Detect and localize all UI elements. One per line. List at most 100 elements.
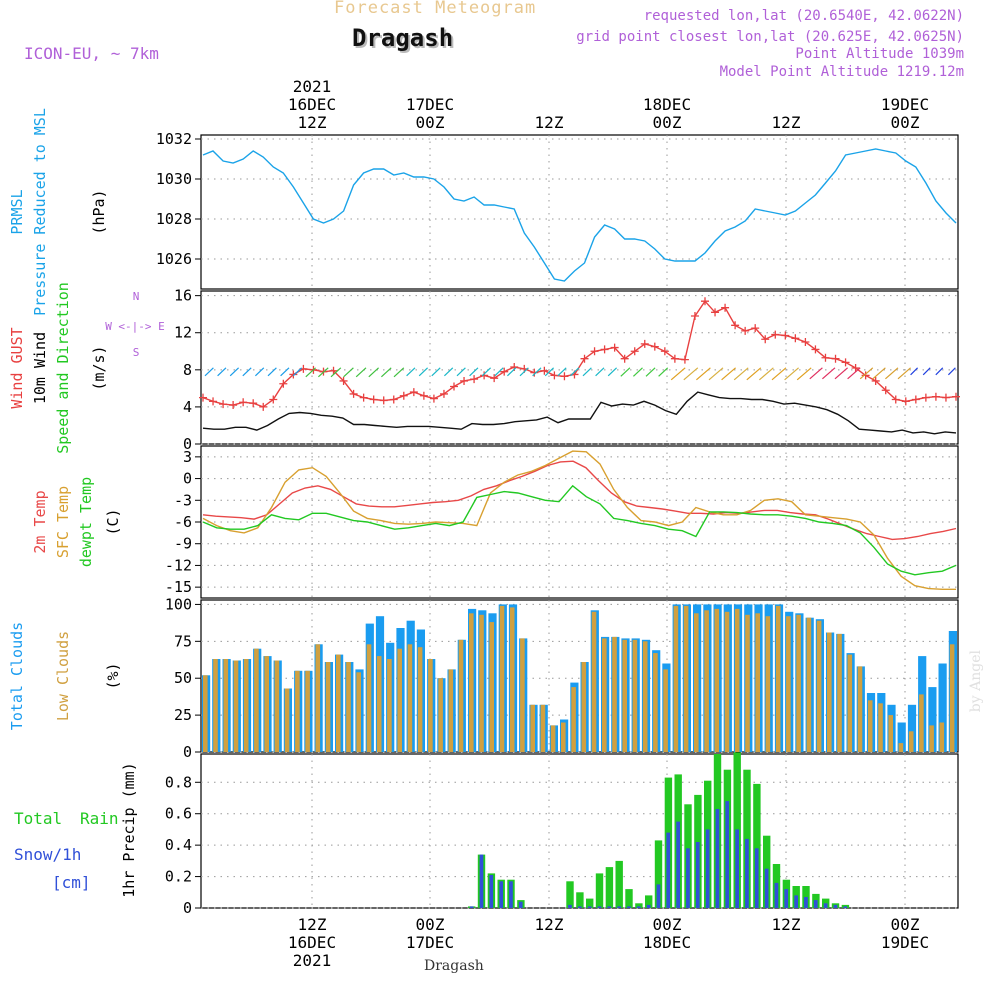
- y-tick-label: 100: [165, 595, 192, 613]
- gust-marker: [871, 376, 880, 385]
- gust-marker: [690, 312, 699, 321]
- gust-marker: [841, 358, 850, 367]
- wind-direction-arrow: [532, 367, 542, 377]
- low-cloud-bar: [346, 662, 351, 752]
- low-cloud-bar: [857, 666, 863, 752]
- low-cloud-bar: [714, 608, 720, 752]
- total-cloud-bar: [938, 663, 947, 752]
- top-axis-date-label: 19DEC: [881, 95, 929, 114]
- total-clouds-label: Total Clouds: [8, 622, 26, 730]
- total-cloud-bar: [928, 687, 937, 752]
- y-tick-label: 0.6: [165, 805, 192, 823]
- compass-west-east-label: W <-|-> E: [105, 320, 165, 333]
- low-cloud-bar: [602, 638, 607, 752]
- model-altitude: Model Point Altitude 1219.12m: [719, 64, 964, 80]
- y-tick-label: -9: [174, 535, 192, 553]
- snow-bar: [597, 906, 602, 908]
- low-cloud-bar: [438, 678, 443, 752]
- low-cloud-bar: [612, 636, 617, 752]
- low-cloud-bar: [642, 641, 648, 752]
- low-cloud-bar: [888, 715, 893, 752]
- wind-direction-arrow: [847, 367, 861, 380]
- y-tick-label: 4: [183, 398, 192, 416]
- gust-marker: [761, 335, 770, 344]
- low-cloud-bar: [898, 743, 904, 752]
- y-tick-label: 75: [174, 632, 192, 650]
- gust-marker: [901, 397, 910, 406]
- snow-bar: [745, 838, 749, 908]
- y-tick-label: 12: [174, 324, 192, 342]
- low-cloud-bar: [908, 731, 914, 752]
- gust-marker: [419, 391, 428, 400]
- snow-bar: [705, 829, 710, 908]
- temp-sfc-line: [202, 450, 956, 590]
- low-cloud-bar: [683, 605, 689, 752]
- y-tick-label: 0.8: [165, 773, 192, 791]
- y-tick-label: 3: [183, 448, 192, 466]
- total-rain-label-a: Total: [14, 809, 62, 828]
- bottom-axis-time-label: 12Z: [535, 915, 564, 934]
- bottom-axis-time-label: 00Z: [891, 915, 920, 934]
- wind-direction-arrow: [834, 367, 848, 380]
- wind-direction-arrow: [658, 367, 669, 377]
- gust-marker: [550, 371, 559, 380]
- wind-direction-arrow: [506, 367, 517, 377]
- gust-marker: [891, 395, 900, 404]
- wind-direction-arrow: [696, 367, 711, 381]
- rain-bar: [625, 889, 633, 908]
- wind-direction-arrow: [267, 367, 277, 377]
- wind-unit-label: (m/s): [90, 345, 108, 390]
- snow-bar: [666, 832, 671, 908]
- bottom-axis-date-label: 19DEC: [881, 933, 929, 952]
- gust-marker: [731, 321, 740, 330]
- gust-marker: [470, 375, 479, 384]
- low-cloud-bar: [315, 644, 321, 752]
- gust-marker: [269, 395, 278, 404]
- wind-direction-arrow: [317, 367, 329, 378]
- gust-marker: [881, 386, 890, 395]
- wind-direction-arrow: [393, 367, 405, 378]
- low-cloud-bar: [520, 638, 525, 752]
- snow-bar: [843, 906, 848, 908]
- rain-bar: [654, 840, 663, 908]
- gust-marker: [751, 324, 760, 333]
- wind-direction-arrow: [229, 367, 240, 377]
- wind-direction-arrow: [683, 367, 699, 381]
- snow-bar: [813, 900, 818, 908]
- low-cloud-bar: [448, 669, 454, 752]
- gridpoint-coords: grid point closest lon,lat (20.625E, 42.…: [576, 29, 964, 45]
- wind-direction-arrow: [431, 367, 441, 377]
- low-cloud-bar: [243, 659, 249, 752]
- wind-direction-arrow: [872, 367, 886, 380]
- top-axis-time-label: 00Z: [891, 113, 920, 132]
- low-cloud-bar: [827, 632, 832, 752]
- point-altitude: Point Altitude 1039m: [795, 46, 964, 62]
- snow-bar: [794, 895, 798, 908]
- bottom-axis-date-label: 16DEC: [288, 933, 336, 952]
- low-cloud-bar: [939, 722, 945, 752]
- gust-marker: [369, 395, 378, 404]
- wind-direction-arrow: [784, 367, 799, 381]
- snow-bar: [568, 904, 572, 908]
- low-cloud-bar: [397, 648, 402, 752]
- gust-marker: [801, 338, 810, 346]
- y-tick-label: 25: [174, 706, 192, 724]
- gust-marker: [791, 334, 800, 343]
- pressure-line: [202, 148, 957, 282]
- snow-bar: [715, 809, 720, 908]
- wind-direction-arrow: [708, 367, 724, 381]
- wind-direction-arrow: [292, 367, 303, 377]
- low-cloud-bar: [878, 703, 883, 752]
- wind-direction-arrow: [343, 367, 354, 378]
- rain-bar: [635, 903, 643, 908]
- snow-bar: [577, 906, 582, 908]
- credit-watermark: by Angel: [968, 650, 984, 713]
- snow-bar: [607, 906, 612, 908]
- low-cloud-bar: [274, 660, 280, 752]
- y-tick-label: 1026: [156, 250, 192, 268]
- low-cloud-bar: [407, 644, 413, 752]
- y-tick-label: 1030: [156, 170, 192, 188]
- low-cloud-bar: [622, 639, 627, 752]
- snow-bar: [617, 906, 621, 908]
- wind-direction-arrow: [481, 367, 492, 377]
